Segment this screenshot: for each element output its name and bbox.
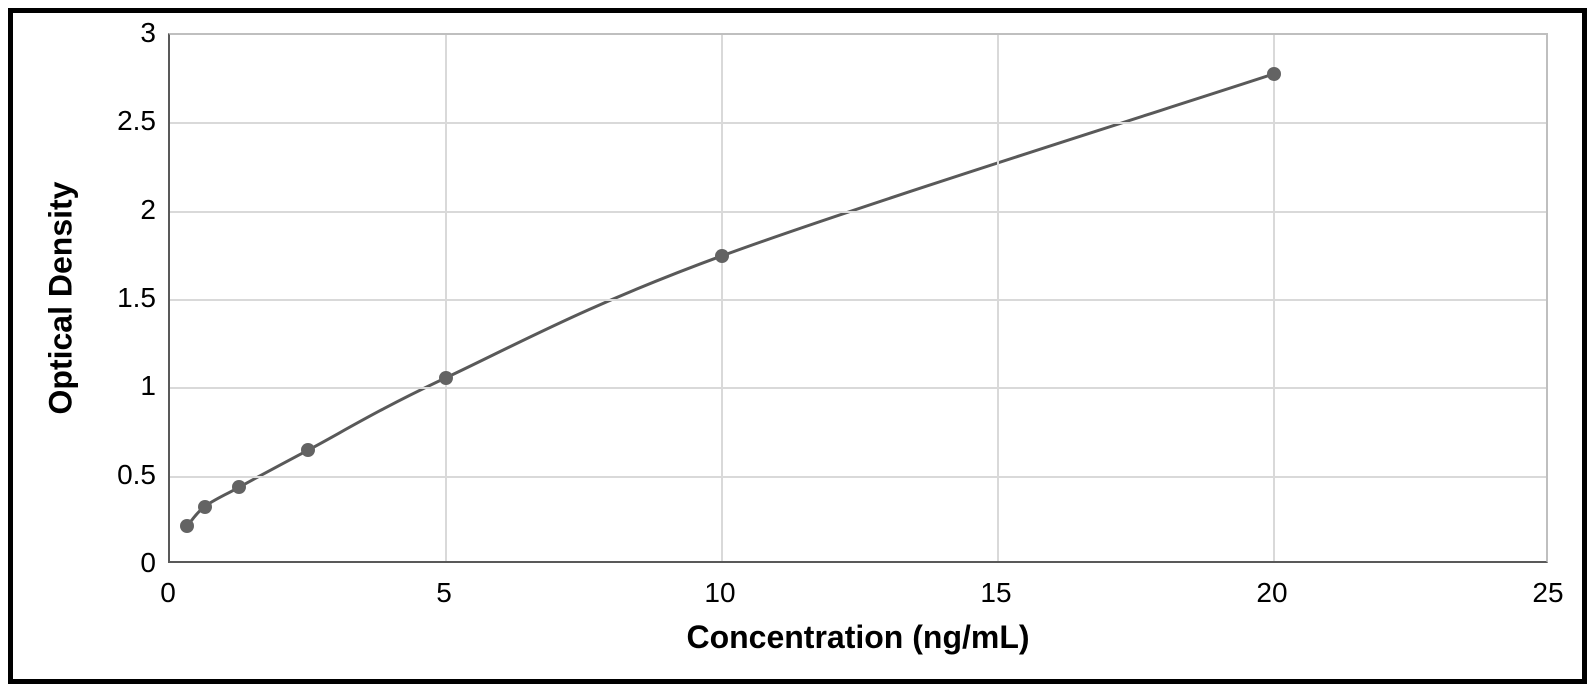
data-point-marker [439,371,453,385]
x-axis-label: Concentration (ng/mL) [168,619,1548,656]
y-tick-label: 0 [13,547,156,579]
gridline-vertical [1273,35,1275,561]
y-tick-label: 1.5 [13,282,156,314]
data-point-marker [180,519,194,533]
data-point-marker [1267,67,1281,81]
x-tick-label: 25 [1532,577,1563,609]
x-tick-label: 0 [160,577,176,609]
y-axis-label: Optical Density [43,182,80,415]
y-tick-label: 3 [13,17,156,49]
data-point-marker [232,480,246,494]
data-point-marker [198,500,212,514]
y-tick-label: 2 [13,194,156,226]
gridline-horizontal [170,211,1546,213]
data-point-marker [715,249,729,263]
gridline-horizontal [170,299,1546,301]
x-tick-label: 20 [1256,577,1287,609]
chart-outer-frame: 0 0.5 1 1.5 2 2.5 3 0 5 10 15 20 25 Concentration (… [8,8,1587,684]
gridline-horizontal [170,387,1546,389]
y-tick-label: 2.5 [13,105,156,137]
gridline-horizontal [170,476,1546,478]
plot-area [168,33,1548,563]
gridline-vertical [721,35,723,561]
x-tick-label: 5 [436,577,452,609]
data-point-marker [301,443,315,457]
gridline-vertical [997,35,999,561]
y-tick-label: 0.5 [13,459,156,491]
chart-container: 0 0.5 1 1.5 2 2.5 3 0 5 10 15 20 25 Concentration (… [13,13,1582,679]
gridline-horizontal [170,122,1546,124]
x-tick-label: 15 [980,577,1011,609]
y-tick-label: 1 [13,370,156,402]
gridline-vertical [445,35,447,561]
x-tick-label: 10 [704,577,735,609]
